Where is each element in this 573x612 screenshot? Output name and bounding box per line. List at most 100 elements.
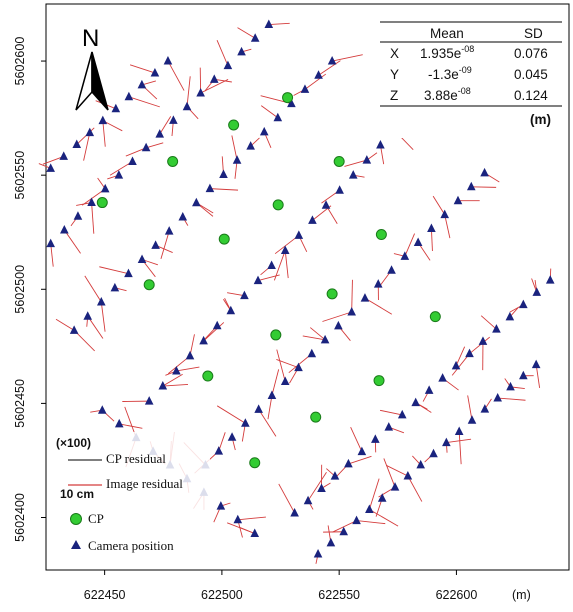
image-residual-line (162, 384, 189, 387)
image-residual-line (141, 80, 156, 86)
camera-position-marker (505, 311, 515, 321)
camera-position-marker (480, 167, 489, 177)
image-residual-line (109, 161, 133, 176)
camera-position-marker (241, 418, 250, 427)
y-tick-label: 5602450 (13, 379, 27, 428)
image-residual-line (145, 142, 164, 149)
camera-position-marker (226, 305, 236, 315)
camera-position-marker (327, 56, 337, 65)
image-residual-line (471, 186, 497, 188)
camera-position-marker (46, 163, 55, 172)
y-tick-label: 5602600 (13, 37, 27, 86)
image-residual-line (55, 318, 75, 331)
camera-position-marker (196, 88, 205, 97)
x-tick-label: 622600 (436, 588, 478, 602)
control-point-marker (373, 375, 385, 387)
stats-sd-y: 0.045 (514, 67, 548, 82)
camera-position-marker (294, 362, 303, 372)
camera-position-marker (144, 396, 154, 405)
stats-axis-z: Z (390, 88, 398, 103)
stats-header-mean: Mean (430, 26, 464, 41)
image-residual-line (42, 155, 64, 165)
image-residual-line (63, 229, 81, 254)
x-tick-label: 622550 (318, 588, 360, 602)
x-tick-label: 622450 (84, 588, 126, 602)
image-residual-line (125, 147, 147, 157)
image-residual-line (276, 349, 286, 382)
image-residual-line (348, 455, 372, 465)
camera-position-marker (163, 56, 173, 65)
camera-position-marker (397, 409, 407, 419)
camera-position-marker (493, 393, 502, 402)
legend-image-residual: Image residual (106, 476, 183, 491)
image-residual-line (430, 228, 433, 252)
image-residual-line (218, 432, 226, 452)
legend-scale-label: (×100) (56, 436, 91, 450)
control-point-marker (143, 279, 155, 291)
camera-position-marker (151, 240, 160, 249)
camera-position-marker (438, 373, 447, 382)
camera-position-marker (519, 299, 528, 309)
camera-position-marker (267, 260, 276, 270)
x-axis-unit: (m) (512, 588, 531, 602)
image-residual-line (83, 132, 91, 161)
camera-position-marker (223, 60, 233, 70)
control-point-marker (270, 329, 282, 341)
image-residual-line (455, 346, 466, 367)
camera-position-marker (294, 230, 304, 239)
camera-position-marker (403, 471, 413, 480)
control-point-marker (202, 370, 214, 382)
image-residual-line (99, 266, 129, 275)
camera-position-marker (178, 211, 188, 221)
camera-position-marker (98, 115, 108, 125)
y-axis-ticks: 5602400 5602450 5602500 5602550 5602600 (13, 37, 46, 542)
y-tick-label: 5602400 (13, 493, 27, 542)
image-residual-line (214, 78, 232, 83)
camera-position-marker (83, 311, 93, 320)
image-residual-line (76, 127, 95, 145)
camera-position-marker (182, 101, 192, 111)
camera-position-marker (424, 385, 434, 394)
image-residual-line (160, 231, 170, 260)
image-residual-line (383, 458, 396, 488)
camera-position-marker (72, 139, 82, 148)
camera-position-marker (264, 19, 274, 29)
camera-position-marker (339, 526, 349, 536)
camera-position-marker (478, 336, 488, 345)
camera-position-marker (451, 360, 461, 370)
camera-position-marker (158, 381, 168, 390)
image-residual-line (271, 369, 280, 396)
camera-position-marker (290, 507, 299, 517)
camera-position-marker (110, 282, 120, 292)
camera-position-marker (416, 459, 425, 469)
image-residual-line (322, 311, 352, 322)
image-residual-line (497, 397, 526, 401)
image-residual-line (237, 27, 256, 39)
image-residual-line (119, 423, 143, 429)
camera-position-marker (317, 483, 326, 492)
image-residual-line (284, 250, 289, 279)
camera-position-marker (467, 415, 477, 424)
control-point-marker (167, 155, 179, 167)
stats-axis-y: Y (390, 67, 399, 82)
camera-position-marker (192, 197, 201, 207)
camera-position-marker (465, 348, 474, 358)
camera-position-marker (85, 127, 95, 137)
camera-position-marker (321, 200, 331, 209)
image-residual-line (278, 483, 295, 514)
legend-camera-icon (71, 540, 81, 549)
camera-position-marker (362, 155, 372, 164)
image-residual-line (467, 395, 473, 421)
image-residual-line (535, 364, 541, 388)
camera-position-marker (454, 426, 464, 435)
camera-position-marker (347, 306, 356, 316)
camera-position-marker (376, 140, 385, 149)
camera-position-marker (232, 155, 242, 164)
stats-table: Mean SD X 1.935e-08 0.076 Y -1.3e-09 0.0… (376, 20, 564, 138)
image-residual-line (129, 64, 156, 74)
camera-position-marker (314, 70, 323, 79)
camera-layer (46, 19, 555, 558)
camera-position-marker (216, 501, 226, 510)
image-residual-line (167, 60, 185, 91)
camera-position-marker (440, 209, 449, 219)
